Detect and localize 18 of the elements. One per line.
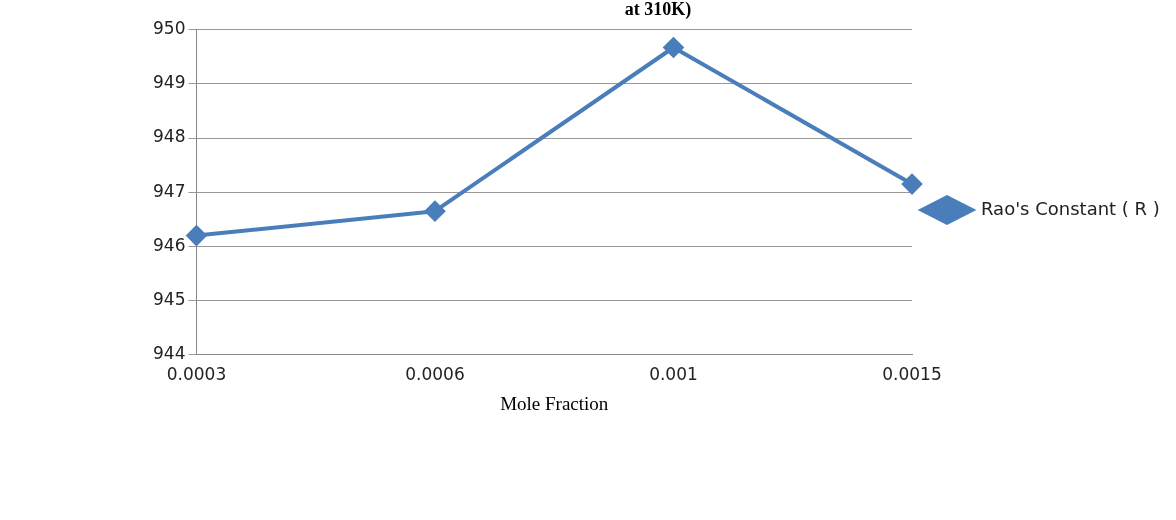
point: [902, 174, 922, 195]
x-axis-title: Mole Fraction: [500, 392, 609, 414]
point: [424, 201, 445, 222]
x-tick-label: 0.0006: [405, 364, 465, 385]
y-tick-label: 948: [152, 126, 186, 147]
y-tick-label: 950: [152, 18, 186, 39]
y-tick-label: 947: [152, 180, 186, 201]
x-tick-label: 0.0003: [166, 364, 227, 385]
y-tick-label: 949: [152, 72, 186, 93]
legend-label: Rao's Constant ( R ): [981, 197, 1160, 219]
x-tick-label: 0.001: [649, 364, 698, 385]
point: [663, 37, 684, 58]
chart-title: at 310K): [624, 0, 692, 21]
y-tick-label: 946: [152, 234, 186, 255]
x-tick-label: 0.0015: [882, 364, 942, 385]
point: [186, 225, 207, 246]
y-tick-label: 944: [152, 343, 186, 364]
y-tick-label: 945: [152, 289, 186, 310]
